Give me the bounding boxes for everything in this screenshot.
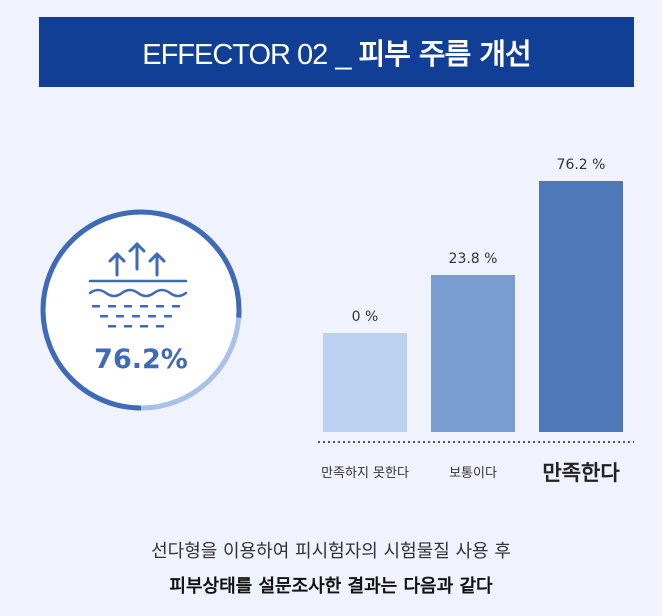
- badge-percentage: 76.2%: [94, 344, 188, 375]
- bar-2: [539, 181, 623, 432]
- header-banner: EFFECTOR 02 _ 피부 주름 개선: [39, 17, 634, 87]
- bar-value-label-1: 23.8 %: [449, 251, 498, 267]
- skin-pores: [92, 305, 180, 328]
- bar-value-label-0: 0 %: [352, 309, 379, 325]
- satisfaction-badge: 76.2%: [38, 207, 244, 413]
- skin-lift-icon: [88, 242, 188, 298]
- title-main: 피부 주름 개선: [358, 37, 531, 71]
- title-prefix: EFFECTOR 02: [142, 39, 328, 71]
- title-separator: _: [335, 39, 351, 71]
- caption-line-2: 피부상태를 설문조사한 결과는 다음과 같다: [169, 576, 493, 597]
- category-label-2: 만족한다: [542, 461, 620, 485]
- bar-0: [323, 333, 407, 432]
- category-label-0: 만족하지 못한다: [321, 466, 409, 481]
- category-label-1: 보통이다: [449, 466, 497, 481]
- page-title: EFFECTOR 02 _ 피부 주름 개선: [142, 31, 531, 73]
- progress-ring: [40, 209, 242, 411]
- bar-1: [431, 275, 515, 432]
- bar-value-label-2: 76.2 %: [557, 157, 606, 173]
- progress-ring-arc: [40, 209, 242, 411]
- caption-line-1: 선다형을 이용하여 피시험자의 시험물질 사용 후: [151, 541, 511, 562]
